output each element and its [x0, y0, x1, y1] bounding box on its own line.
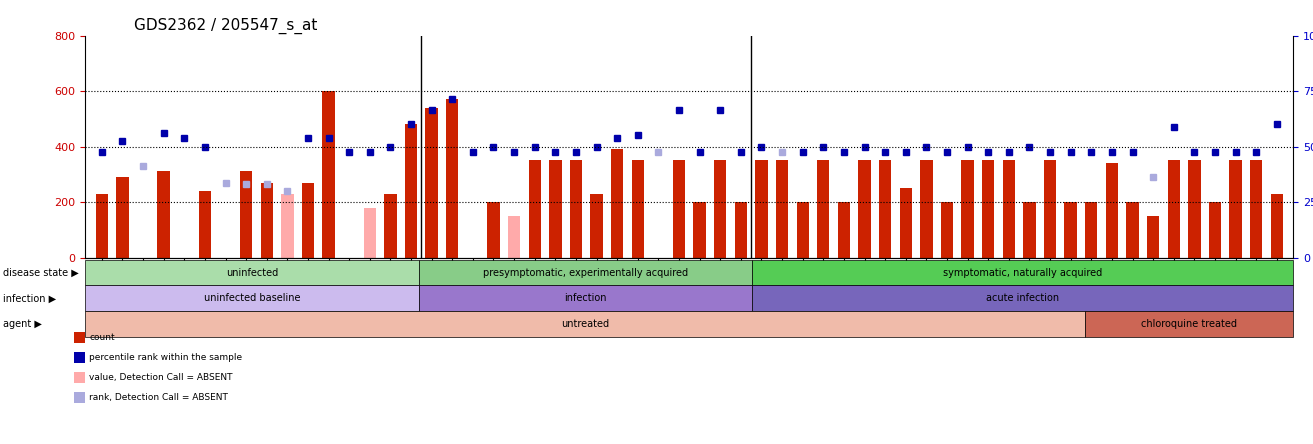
Bar	[1209, 202, 1221, 258]
Bar	[446, 99, 458, 258]
Bar	[1044, 160, 1056, 258]
Bar	[1148, 216, 1159, 258]
Text: agent ▶: agent ▶	[3, 319, 42, 329]
Text: disease state ▶: disease state ▶	[3, 268, 79, 278]
Bar	[425, 108, 437, 258]
Bar	[240, 171, 252, 258]
Bar	[776, 160, 788, 258]
Bar	[982, 160, 994, 258]
Bar	[1167, 160, 1180, 258]
Bar	[1065, 202, 1077, 258]
Text: acute infection: acute infection	[986, 293, 1060, 303]
Bar	[1003, 160, 1015, 258]
Bar	[260, 182, 273, 258]
Text: percentile rank within the sample: percentile rank within the sample	[89, 353, 243, 362]
Text: presymptomatic, experimentally acquired: presymptomatic, experimentally acquired	[483, 268, 688, 278]
Bar	[591, 194, 603, 258]
Bar	[198, 191, 211, 258]
Bar	[508, 216, 520, 258]
Text: chloroquine treated: chloroquine treated	[1141, 319, 1237, 329]
Bar	[404, 124, 418, 258]
Text: infection: infection	[565, 293, 607, 303]
Bar	[632, 160, 643, 258]
Bar	[611, 149, 624, 258]
Bar	[920, 160, 932, 258]
Bar	[96, 194, 108, 258]
Bar	[117, 177, 129, 258]
Bar	[323, 91, 335, 258]
Bar	[797, 202, 809, 258]
Bar	[1023, 202, 1036, 258]
Bar	[158, 171, 169, 258]
Bar	[570, 160, 582, 258]
Bar	[1127, 202, 1138, 258]
Bar	[1229, 160, 1242, 258]
Bar	[281, 194, 294, 258]
Bar	[529, 160, 541, 258]
Bar	[672, 160, 685, 258]
Bar	[878, 160, 892, 258]
Text: symptomatic, naturally acquired: symptomatic, naturally acquired	[943, 268, 1102, 278]
Bar	[941, 202, 953, 258]
Bar	[1250, 160, 1262, 258]
Bar	[1271, 194, 1283, 258]
Bar	[735, 202, 747, 258]
Bar	[1106, 163, 1119, 258]
Bar	[364, 208, 376, 258]
Bar	[817, 160, 830, 258]
Bar	[1188, 160, 1200, 258]
Text: untreated: untreated	[561, 319, 609, 329]
Text: infection ▶: infection ▶	[3, 293, 55, 303]
Bar	[961, 160, 974, 258]
Text: uninfected: uninfected	[226, 268, 278, 278]
Text: GDS2362 / 205547_s_at: GDS2362 / 205547_s_at	[134, 18, 316, 34]
Bar	[385, 194, 397, 258]
Bar	[714, 160, 726, 258]
Bar	[693, 202, 706, 258]
Bar	[755, 160, 768, 258]
Text: rank, Detection Call = ABSENT: rank, Detection Call = ABSENT	[89, 393, 228, 402]
Bar	[1085, 202, 1098, 258]
Bar	[838, 202, 850, 258]
Bar	[302, 182, 314, 258]
Text: value, Detection Call = ABSENT: value, Detection Call = ABSENT	[89, 373, 232, 382]
Bar	[899, 188, 913, 258]
Bar	[549, 160, 562, 258]
Text: count: count	[89, 333, 116, 342]
Bar	[487, 202, 500, 258]
Text: uninfected baseline: uninfected baseline	[204, 293, 301, 303]
Bar	[859, 160, 871, 258]
